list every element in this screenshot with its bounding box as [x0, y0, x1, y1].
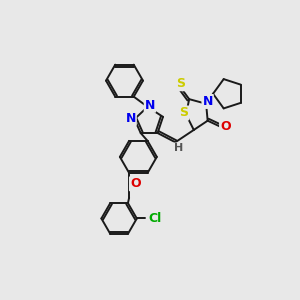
Text: Cl: Cl	[149, 212, 162, 225]
Text: S: S	[179, 106, 188, 119]
Text: H: H	[174, 143, 183, 153]
Text: N: N	[202, 95, 213, 108]
Text: O: O	[130, 177, 141, 190]
Text: O: O	[220, 120, 231, 134]
Text: S: S	[176, 77, 185, 90]
Text: N: N	[125, 112, 136, 125]
Text: N: N	[145, 99, 155, 112]
